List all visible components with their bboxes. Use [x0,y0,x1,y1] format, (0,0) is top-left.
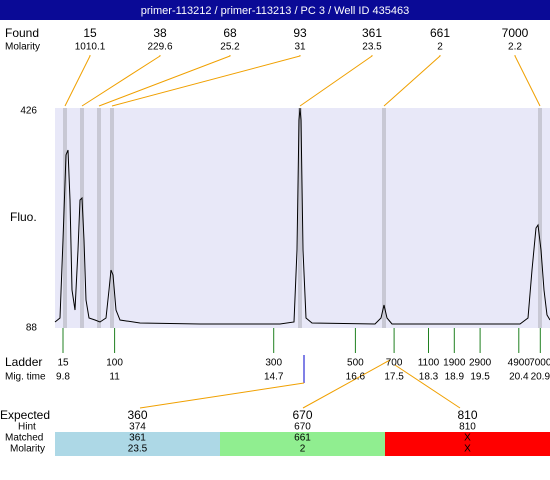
matched-molarity: X [464,444,471,455]
found-size: 15 [83,26,97,40]
found-molarity: 23.5 [362,42,382,53]
ladder-size: 700 [386,358,403,369]
match-cell [385,432,550,456]
connector [394,364,461,409]
ladder-time: 9.8 [56,372,70,383]
ladder-time: 18.9 [445,372,465,383]
ladder-time: 18.3 [419,372,439,383]
peak-connector [514,55,541,107]
ladder-time: 19.5 [470,372,490,383]
peak-connector [64,55,91,107]
ladder-time: 11 [109,372,120,383]
peak-connector [98,55,231,107]
ladder-time: 20.4 [509,372,529,383]
matched-molarity: 23.5 [128,444,148,455]
expected-size: 670 [292,408,312,422]
peak-band [538,108,542,328]
ladder-label: Ladder [5,355,42,369]
axis-label: Fluo. [10,210,37,224]
found-molarity: 31 [294,42,306,53]
matched-size: 661 [294,433,311,444]
found-molarity: 2.2 [508,42,522,53]
matched-molarity: 2 [300,444,306,455]
time-label: Mig. time [5,372,46,383]
peak-connector [383,55,441,107]
hint-size: 670 [294,422,311,433]
hint-size: 374 [129,422,146,433]
peak-band [110,108,114,328]
molarity-label: Molarity [5,42,40,53]
hint-size: 810 [459,422,476,433]
peak-connector [111,55,301,107]
peak-connector [299,55,373,107]
ladder-size: 1900 [443,358,466,369]
found-size: 68 [223,26,237,40]
peak-band [382,108,386,328]
ladder-time: 16.6 [346,372,366,383]
ladder-size: 300 [265,358,282,369]
found-molarity: 1010.1 [75,42,106,53]
ladder-size: 15 [57,358,69,369]
ladder-size: 100 [106,358,123,369]
matched-size: X [464,433,471,444]
ladder-time: 14.7 [264,372,284,383]
ladder-size: 1100 [418,358,440,369]
axis-top: 426 [20,106,37,117]
trace [54,107,550,325]
hint-label: Hint [18,422,36,433]
connector [302,359,391,409]
found-size: 661 [430,26,450,40]
match-cell [55,432,220,456]
ladder-time: 20.9 [531,372,550,383]
connector [139,382,305,409]
molarity-label: Molarity [10,444,45,455]
expected-label: Expected [0,408,50,422]
peak-connector [81,55,161,107]
found-size: 7000 [502,26,529,40]
peak-band [298,108,302,328]
ladder-size: 500 [347,358,364,369]
ladder-size: 2900 [469,358,492,369]
matched-label: Matched [5,433,43,444]
ladder-size: 7000 [529,358,550,369]
title: primer-113212 / primer-113213 / PC 3 / W… [141,5,409,17]
ladder-time: 17.5 [384,372,404,383]
header-bar [0,0,550,20]
expected-size: 810 [457,408,477,422]
peak-band [97,108,101,328]
expected-size: 360 [127,408,147,422]
peak-band [63,108,67,328]
found-size: 93 [293,26,307,40]
found-size: 38 [153,26,167,40]
found-size: 361 [362,26,382,40]
found-molarity: 25.2 [220,42,240,53]
found-molarity: 229.6 [147,42,172,53]
peak-band [80,108,84,328]
matched-size: 361 [129,433,146,444]
ladder-size: 4900 [508,358,531,369]
found-molarity: 2 [437,42,443,53]
axis-bottom: 88 [26,323,38,334]
found-label: Found [5,26,39,40]
match-cell [220,432,385,456]
